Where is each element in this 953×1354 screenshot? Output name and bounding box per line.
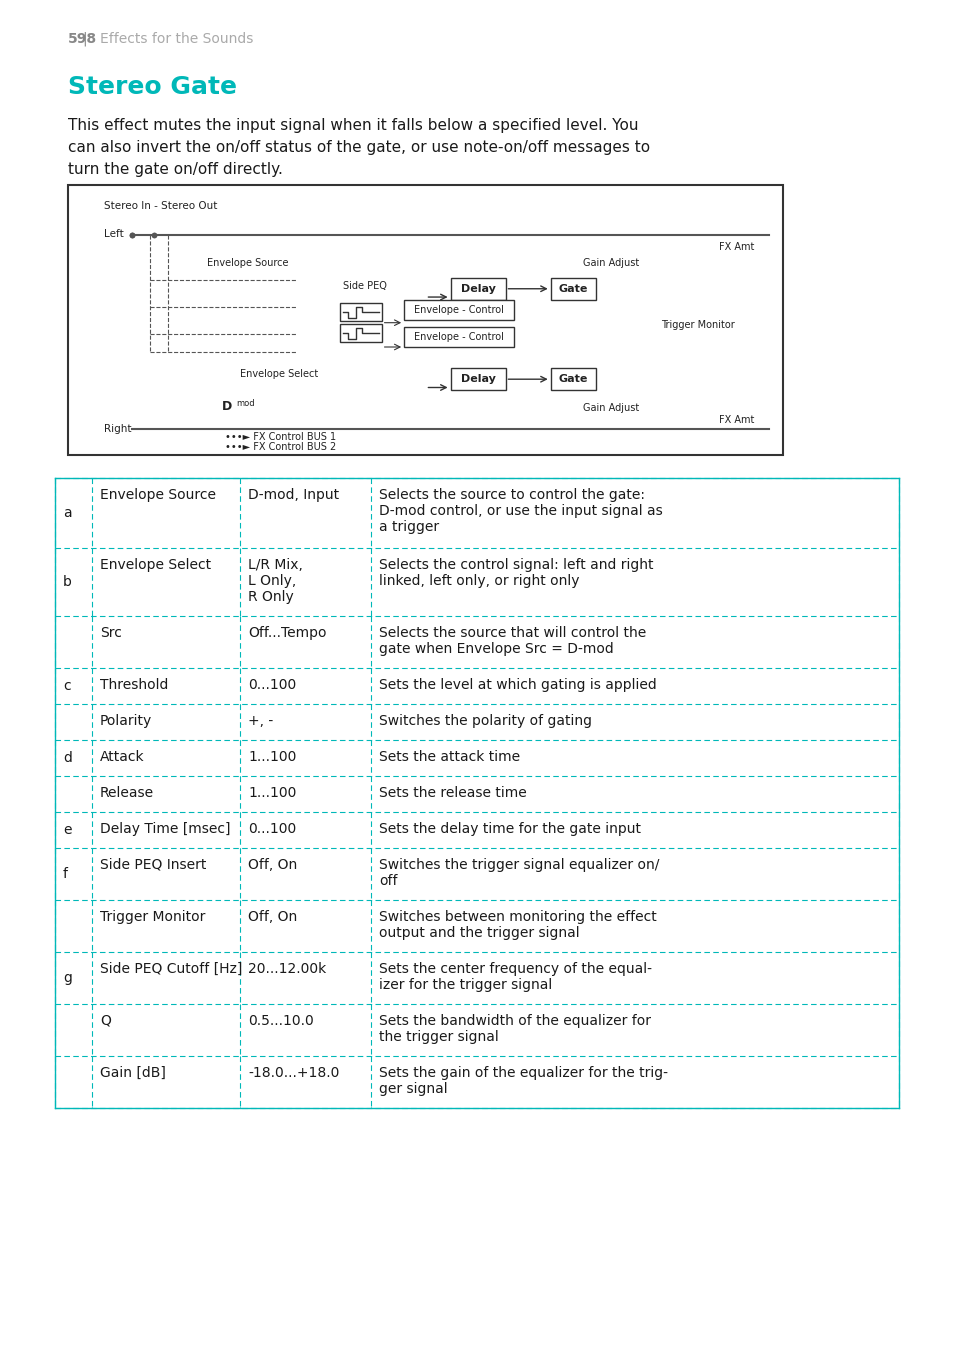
Text: Delay: Delay [460, 374, 495, 385]
Text: Off, On: Off, On [248, 858, 297, 872]
Text: turn the gate on/off directly.: turn the gate on/off directly. [68, 162, 283, 177]
Text: Polarity: Polarity [100, 714, 152, 728]
Text: Sets the release time: Sets the release time [378, 787, 526, 800]
Text: Delay Time [msec]: Delay Time [msec] [100, 822, 231, 835]
FancyBboxPatch shape [450, 278, 505, 299]
Text: +, -: +, - [248, 714, 273, 728]
Text: Envelope Select: Envelope Select [100, 558, 211, 571]
FancyBboxPatch shape [68, 185, 782, 455]
Text: 1...100: 1...100 [248, 787, 296, 800]
Text: Sets the delay time for the gate input: Sets the delay time for the gate input [378, 822, 640, 835]
Text: e: e [63, 823, 71, 837]
Text: Envelope Source: Envelope Source [100, 487, 215, 502]
Text: Sets the center frequency of the equal-
izer for the trigger signal: Sets the center frequency of the equal- … [378, 961, 651, 992]
Text: Trigger Monitor: Trigger Monitor [100, 910, 205, 923]
Text: •••► FX Control BUS 1: •••► FX Control BUS 1 [225, 432, 336, 443]
FancyBboxPatch shape [550, 278, 595, 299]
Text: L/R Mix,
L Only,
R Only: L/R Mix, L Only, R Only [248, 558, 302, 604]
Text: Gate: Gate [558, 374, 587, 385]
Text: Sets the level at which gating is applied: Sets the level at which gating is applie… [378, 678, 656, 692]
FancyBboxPatch shape [550, 368, 595, 390]
Text: a: a [63, 506, 71, 520]
Text: d: d [63, 751, 71, 765]
FancyBboxPatch shape [339, 303, 381, 321]
Text: 598: 598 [68, 32, 97, 46]
Text: Right: Right [104, 424, 132, 435]
FancyBboxPatch shape [404, 301, 514, 320]
Text: Sets the bandwidth of the equalizer for
the trigger signal: Sets the bandwidth of the equalizer for … [378, 1014, 650, 1044]
Text: FX Amt: FX Amt [718, 242, 753, 252]
FancyBboxPatch shape [450, 368, 505, 390]
Text: Gain [dB]: Gain [dB] [100, 1066, 166, 1080]
Text: Gate: Gate [558, 284, 587, 294]
Text: Side PEQ Insert: Side PEQ Insert [100, 858, 206, 872]
Text: D-mod, Input: D-mod, Input [248, 487, 338, 502]
Text: -18.0...+18.0: -18.0...+18.0 [248, 1066, 339, 1080]
Text: Envelope - Control: Envelope - Control [414, 332, 503, 343]
Text: can also invert the on/off status of the gate, or use note-on/off messages to: can also invert the on/off status of the… [68, 139, 649, 154]
Text: Trigger Monitor: Trigger Monitor [660, 321, 735, 330]
Text: f: f [63, 867, 68, 881]
Text: mod: mod [235, 399, 254, 408]
FancyBboxPatch shape [339, 325, 381, 343]
Text: Q: Q [100, 1014, 111, 1028]
Text: Envelope - Control: Envelope - Control [414, 305, 503, 315]
Text: Stereo In - Stereo Out: Stereo In - Stereo Out [104, 202, 217, 211]
FancyBboxPatch shape [404, 328, 514, 347]
Text: Off...Tempo: Off...Tempo [248, 626, 326, 640]
Text: Envelope Source: Envelope Source [207, 257, 289, 268]
Text: c: c [63, 678, 71, 693]
Text: FX Amt: FX Amt [718, 414, 753, 425]
Text: Side PEQ Cutoff [Hz]: Side PEQ Cutoff [Hz] [100, 961, 242, 976]
Text: Release: Release [100, 787, 154, 800]
Text: b: b [63, 575, 71, 589]
Text: 0.5...10.0: 0.5...10.0 [248, 1014, 314, 1028]
Text: Switches the trigger signal equalizer on/
off: Switches the trigger signal equalizer on… [378, 858, 659, 888]
Text: D: D [221, 399, 232, 413]
Text: 0...100: 0...100 [248, 822, 296, 835]
Text: Off, On: Off, On [248, 910, 297, 923]
Text: Selects the source to control the gate:
D-mod control, or use the input signal a: Selects the source to control the gate: … [378, 487, 662, 535]
Text: •••► FX Control BUS 2: •••► FX Control BUS 2 [225, 441, 336, 452]
Text: Src: Src [100, 626, 122, 640]
Text: Attack: Attack [100, 750, 145, 764]
Text: Threshold: Threshold [100, 678, 168, 692]
Text: 1...100: 1...100 [248, 750, 296, 764]
Text: Selects the source that will control the
gate when Envelope Src = D-mod: Selects the source that will control the… [378, 626, 645, 657]
Text: Effects for the Sounds: Effects for the Sounds [100, 32, 253, 46]
Text: Gain Adjust: Gain Adjust [582, 402, 639, 413]
Text: 20...12.00k: 20...12.00k [248, 961, 326, 976]
Text: Delay: Delay [460, 284, 495, 294]
Text: Selects the control signal: left and right
linked, left only, or right only: Selects the control signal: left and rig… [378, 558, 653, 588]
Text: Side PEQ: Side PEQ [343, 280, 387, 291]
Text: g: g [63, 971, 71, 984]
Text: 0...100: 0...100 [248, 678, 296, 692]
Text: Switches between monitoring the effect
output and the trigger signal: Switches between monitoring the effect o… [378, 910, 656, 940]
Text: Stereo Gate: Stereo Gate [68, 74, 236, 99]
Text: Gain Adjust: Gain Adjust [582, 259, 639, 268]
Text: This effect mutes the input signal when it falls below a specified level. You: This effect mutes the input signal when … [68, 118, 638, 133]
Text: Sets the attack time: Sets the attack time [378, 750, 519, 764]
Text: Left: Left [104, 229, 123, 238]
Text: Envelope Select: Envelope Select [239, 368, 317, 379]
Text: |: | [82, 32, 87, 46]
Text: Sets the gain of the equalizer for the trig-
ger signal: Sets the gain of the equalizer for the t… [378, 1066, 667, 1097]
Text: Switches the polarity of gating: Switches the polarity of gating [378, 714, 592, 728]
